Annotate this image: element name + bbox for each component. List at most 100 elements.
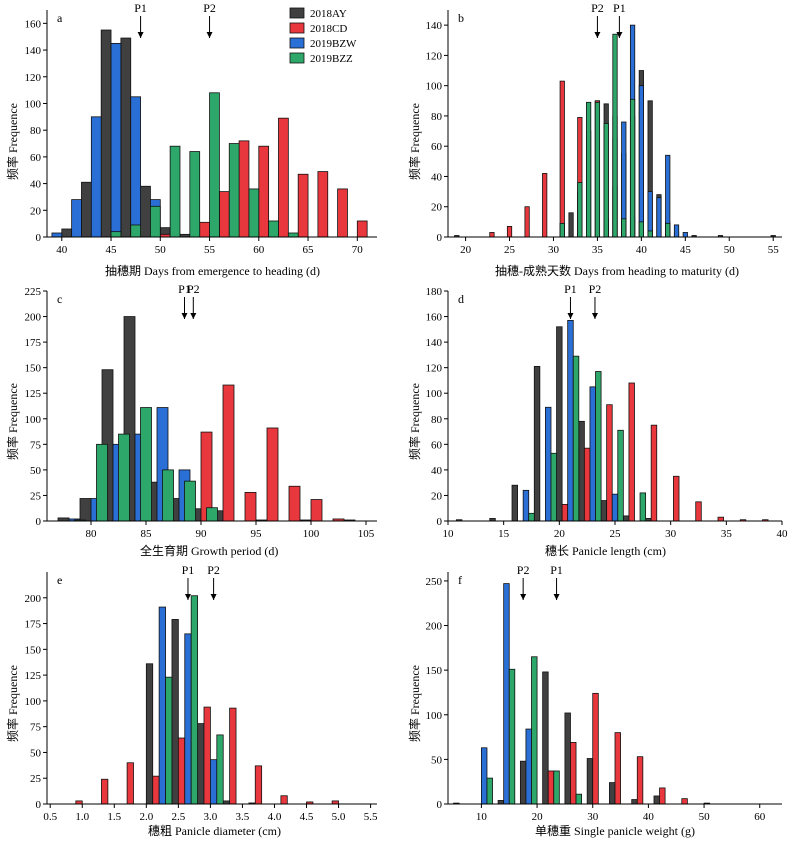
legend-swatch-2018AY (289, 7, 305, 19)
x-tick-label: 50 (699, 811, 711, 823)
marker-label-P2: P2 (591, 1, 604, 15)
bar-2018AY-4 (564, 712, 571, 805)
bar-2019BZW-2 (209, 759, 218, 805)
x-axis-label-a: 抽穗期 Days from emergence to heading (d) (105, 264, 321, 278)
bar-2019BZZ-1 (577, 182, 583, 238)
bar-2019BZW-4 (638, 85, 644, 238)
bar-2018AY-2 (511, 484, 518, 522)
bar-2019BZW-2 (90, 116, 102, 238)
bar-2018CD-6 (229, 707, 237, 805)
y-tick-label: 25 (30, 490, 42, 502)
bar-2019BZZ-2 (216, 734, 224, 805)
bar-2019BZW-9 (682, 232, 688, 238)
bar-2018CD-4 (650, 424, 658, 522)
bar-2018CD-9 (337, 188, 348, 238)
bar-2018CD-3 (152, 775, 160, 805)
x-tick-label: 15 (498, 528, 510, 540)
bar-2018CD-1 (583, 447, 591, 522)
bar-2019BZW-0 (158, 606, 166, 805)
marker-arrowhead-P2 (190, 313, 197, 319)
bar-2018CD-5 (673, 475, 680, 522)
marker-arrowhead-P2 (594, 32, 601, 38)
bar-2019BZZ-6 (206, 507, 218, 522)
chart-svg: 10 15 20 25 30 35 40 0 20 40 60 80 100 120 140 160 180 d P… (426, 282, 789, 540)
bar-2018AY-7 (631, 799, 638, 805)
bar-2019BZZ-1 (550, 452, 557, 522)
marker-label-P1: P1 (178, 282, 191, 296)
panel-letter: c (57, 292, 62, 306)
x-tick-label: 55 (768, 244, 780, 256)
x-tick-label: 30 (665, 528, 677, 540)
x-tick-label: 55 (204, 244, 216, 256)
y-tick-label: 100 (25, 414, 42, 426)
x-axis-label-b: 抽穗-成熟天数 Days from heading to maturity (d… (495, 264, 739, 278)
bar-2018AY-8 (653, 795, 660, 805)
marker-arrowhead-P2 (520, 594, 527, 600)
x-tick-label: 1.5 (107, 811, 121, 823)
x-tick-label: 1.0 (75, 811, 89, 823)
chart-svg: 80 85 90 95 100 105 0 25 50 75 100 125 150 175 200 225 c… (25, 282, 377, 540)
bar-2018CD-7 (297, 173, 309, 238)
bar-2019BZZ-10 (665, 222, 671, 238)
legend-label-2019BZW: 2019BZW (310, 38, 357, 50)
y-axis-label-f: 频率 Frequence (408, 665, 422, 742)
bar-2019BZZ-1 (96, 443, 108, 522)
bar-2019BZZ-0 (559, 222, 565, 238)
marker-label-P2: P2 (207, 563, 220, 577)
bar-2019BZW-0 (522, 489, 530, 522)
bar-2019BZW-6 (656, 197, 662, 238)
x-tick-label: 4.5 (300, 811, 314, 823)
bar-2018CD-2 (199, 221, 210, 238)
bar-2018CD-4 (238, 140, 250, 238)
x-tick-label: 65 (303, 244, 315, 256)
y-tick-label: 25 (30, 773, 42, 785)
x-tick-label: 2.5 (171, 811, 185, 823)
y-tick-label: 60 (30, 152, 42, 164)
bar-2019BZW-4 (611, 493, 619, 522)
bar-2019BZW-1 (503, 583, 510, 805)
bar-2019BZZ-5 (209, 92, 220, 238)
bar-2019BZW-2 (567, 319, 574, 522)
bar-2018AY-3 (542, 671, 549, 805)
bar-2019BZZ-3 (169, 145, 181, 238)
x-tick-label: 5.0 (332, 811, 346, 823)
marker-label-P2: P2 (517, 563, 530, 577)
bar-2019BZW-0 (51, 232, 63, 238)
marker-label-P1: P1 (182, 563, 195, 577)
x-tick-label: 105 (358, 528, 375, 540)
bar-2018CD-2 (524, 206, 530, 238)
bar-2019BZZ-3 (595, 371, 602, 522)
x-tick-label: 35 (592, 244, 604, 256)
chart-svg: 0.5 1.0 1.5 2.0 2.5 3.0 3.5 4.0 4.5 5.0 5.5 0 25 50 75… (25, 563, 378, 823)
bar-2018CD-7 (717, 516, 724, 522)
bar-2019BZZ-5 (612, 33, 618, 238)
x-tick-label: 80 (86, 528, 98, 540)
y-tick-label: 0 (36, 232, 42, 244)
bar-2018CD-2 (126, 762, 134, 805)
x-tick-label: 70 (352, 244, 364, 256)
bar-2018CD-3 (592, 692, 599, 805)
x-tick-label: 5.5 (364, 811, 378, 823)
bar-2019BZZ-4 (603, 123, 609, 238)
y-tick-label: 125 (25, 670, 42, 682)
bar-2018AY-2 (100, 29, 112, 238)
bar-2018CD-0 (561, 503, 569, 522)
x-tick-label: 60 (754, 811, 766, 823)
y-tick-label: 175 (25, 619, 42, 631)
y-tick-label: 50 (30, 465, 42, 477)
x-tick-label: 90 (196, 528, 208, 540)
bar-2019BZZ-0 (486, 777, 493, 805)
bar-2019BZW-1 (184, 633, 192, 805)
x-tick-label: 10 (443, 528, 455, 540)
bar-2018AY-5 (586, 758, 594, 805)
bar-2019BZW-3 (589, 386, 596, 522)
bar-2018AY-4 (556, 326, 563, 522)
y-tick-label: 75 (30, 439, 42, 451)
bar-2019BZW-1 (71, 199, 82, 238)
bar-2019BZZ-4 (189, 151, 201, 238)
bar-2019BZW-0 (481, 747, 488, 805)
marker-arrowhead-P2 (591, 313, 598, 319)
chart-svg: 20 25 30 35 40 45 50 55 0 20 40 60 80 100 120 140 b P2 P1 (426, 1, 782, 256)
bar-2018AY-1 (171, 619, 179, 805)
bar-2019BZZ-6 (621, 218, 627, 238)
